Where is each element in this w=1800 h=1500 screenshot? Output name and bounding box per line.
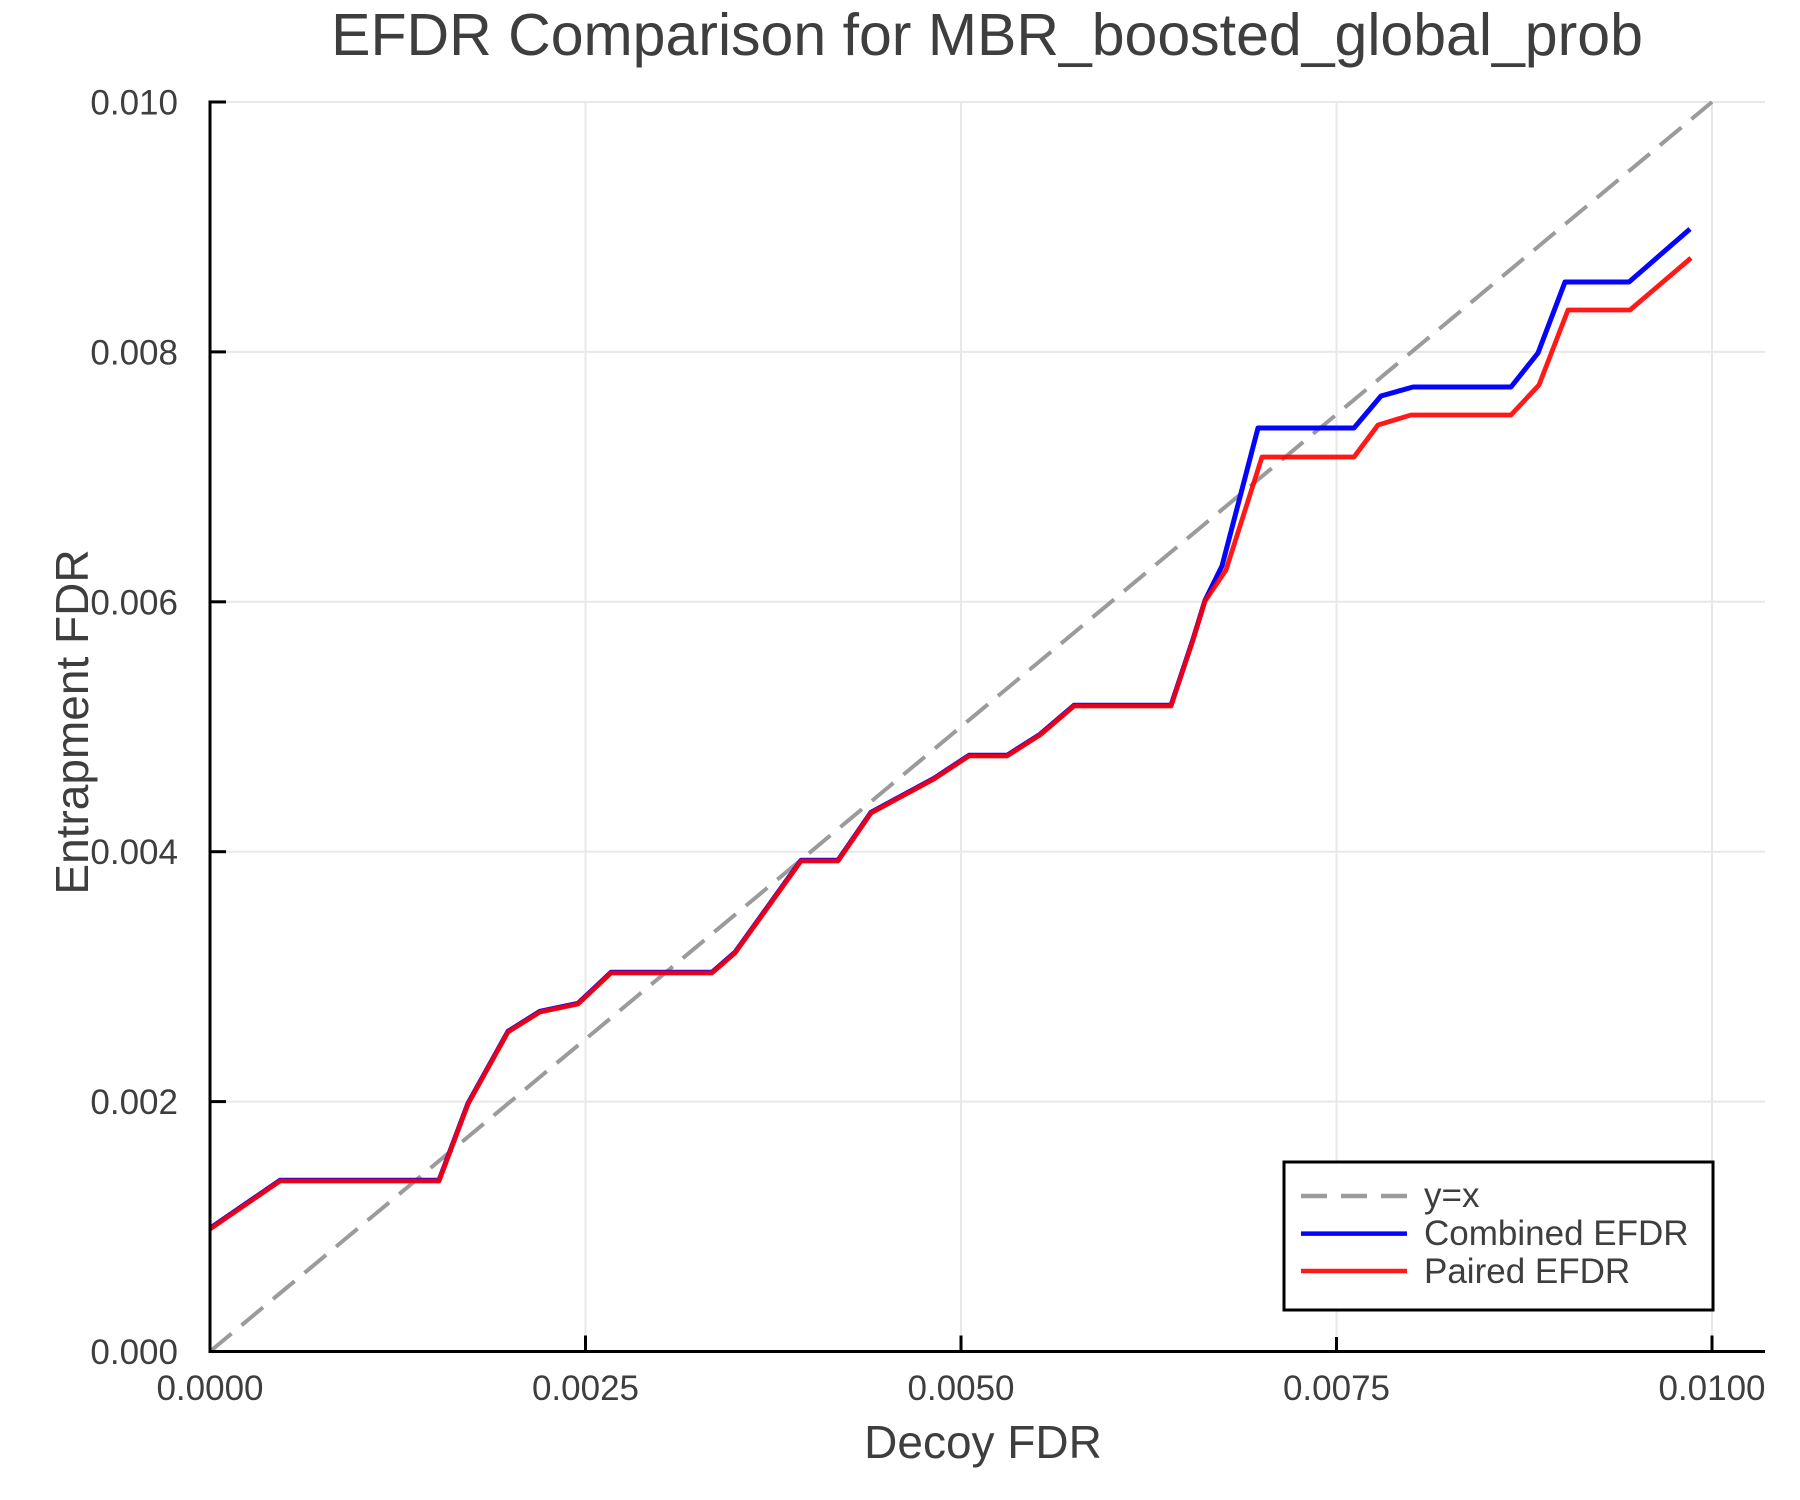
svg-text:0.008: 0.008 xyxy=(90,333,178,372)
svg-text:EFDR Comparison for MBR_booste: EFDR Comparison for MBR_boosted_global_p… xyxy=(331,2,1643,68)
svg-text:0.0075: 0.0075 xyxy=(1283,1369,1390,1408)
svg-text:Paired EFDR: Paired EFDR xyxy=(1424,1252,1630,1291)
svg-text:0.0025: 0.0025 xyxy=(532,1369,639,1408)
svg-text:Combined EFDR: Combined EFDR xyxy=(1424,1214,1689,1253)
svg-text:0.002: 0.002 xyxy=(90,1083,178,1122)
svg-text:y=x: y=x xyxy=(1424,1176,1480,1215)
svg-text:0.010: 0.010 xyxy=(90,84,178,123)
svg-text:0.004: 0.004 xyxy=(90,833,178,872)
svg-text:0.0100: 0.0100 xyxy=(1658,1369,1765,1408)
svg-text:Decoy FDR: Decoy FDR xyxy=(864,1416,1102,1468)
svg-text:Entrapment FDR: Entrapment FDR xyxy=(46,549,98,894)
svg-text:0.0050: 0.0050 xyxy=(907,1369,1014,1408)
svg-text:0.000: 0.000 xyxy=(90,1333,178,1372)
svg-text:0.0000: 0.0000 xyxy=(156,1369,263,1408)
svg-text:0.006: 0.006 xyxy=(90,583,178,622)
